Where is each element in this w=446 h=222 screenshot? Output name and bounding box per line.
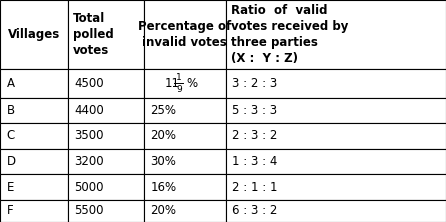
Text: Ratio  of  valid
votes received by
three parties
(X :  Y : Z): Ratio of valid votes received by three p… xyxy=(231,4,348,65)
Text: %: % xyxy=(186,77,197,90)
Bar xyxy=(226,200,446,222)
Bar xyxy=(0,123,68,149)
Text: 5000: 5000 xyxy=(74,180,104,194)
Bar xyxy=(144,174,226,200)
Text: 20%: 20% xyxy=(150,129,176,143)
Bar xyxy=(226,98,446,123)
Text: D: D xyxy=(7,155,16,168)
Text: 2 : 1 : 1: 2 : 1 : 1 xyxy=(232,180,278,194)
Bar xyxy=(68,69,144,98)
Bar xyxy=(0,69,68,98)
Bar xyxy=(226,123,446,149)
Text: 20%: 20% xyxy=(150,204,176,217)
Bar xyxy=(68,123,144,149)
Bar xyxy=(0,200,68,222)
Bar xyxy=(226,149,446,174)
Bar xyxy=(68,200,144,222)
Text: Total
polled
votes: Total polled votes xyxy=(73,12,114,57)
Bar xyxy=(144,69,226,98)
Bar xyxy=(226,174,446,200)
Bar xyxy=(0,98,68,123)
Bar xyxy=(144,98,226,123)
Text: 4500: 4500 xyxy=(74,77,104,90)
Bar xyxy=(226,69,446,98)
Text: 5 : 3 : 3: 5 : 3 : 3 xyxy=(232,104,277,117)
Bar xyxy=(0,0,68,69)
Bar xyxy=(68,174,144,200)
Text: 30%: 30% xyxy=(150,155,176,168)
Text: E: E xyxy=(7,180,14,194)
Text: 4400: 4400 xyxy=(74,104,104,117)
Bar xyxy=(68,98,144,123)
Bar xyxy=(0,149,68,174)
Bar xyxy=(144,0,226,69)
Text: Villages: Villages xyxy=(8,28,60,41)
Bar xyxy=(144,123,226,149)
Bar xyxy=(144,200,226,222)
Text: 9: 9 xyxy=(176,85,182,93)
Text: 2 : 3 : 2: 2 : 3 : 2 xyxy=(232,129,278,143)
Bar xyxy=(68,0,144,69)
Text: Percentage of
invalid votes: Percentage of invalid votes xyxy=(138,20,231,49)
Text: A: A xyxy=(7,77,15,90)
Bar xyxy=(144,149,226,174)
Text: 1 : 3 : 4: 1 : 3 : 4 xyxy=(232,155,278,168)
Text: 5500: 5500 xyxy=(74,204,104,217)
Bar xyxy=(0,174,68,200)
Bar xyxy=(68,149,144,174)
Text: C: C xyxy=(7,129,15,143)
Text: 3500: 3500 xyxy=(74,129,104,143)
Text: 3 : 2 : 3: 3 : 2 : 3 xyxy=(232,77,277,90)
Text: 6 : 3 : 2: 6 : 3 : 2 xyxy=(232,204,278,217)
Text: 16%: 16% xyxy=(150,180,177,194)
Bar xyxy=(226,0,446,69)
Text: F: F xyxy=(7,204,13,217)
Text: 1: 1 xyxy=(176,73,182,82)
Text: 3200: 3200 xyxy=(74,155,104,168)
Text: B: B xyxy=(7,104,15,117)
Text: 25%: 25% xyxy=(150,104,176,117)
Text: 11: 11 xyxy=(165,77,180,90)
